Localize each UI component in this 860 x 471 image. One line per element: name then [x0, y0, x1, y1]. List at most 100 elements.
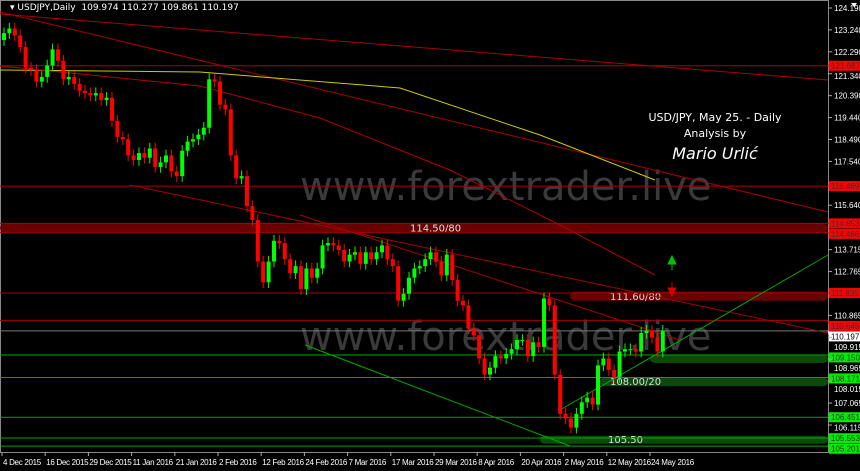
candle [180, 145, 185, 182]
candle [552, 299, 557, 381]
arrow-up-icon [667, 254, 677, 270]
price-level-tag [829, 352, 860, 363]
candle [93, 87, 98, 102]
price-level-label: 110.197 [831, 332, 860, 341]
candle [628, 343, 633, 355]
candle-body [655, 337, 660, 352]
candle-body [660, 330, 665, 352]
zone-label: 105.50 [608, 435, 643, 446]
candle-body [353, 252, 357, 255]
candle-body [606, 358, 611, 370]
x-tick-label: 2 May 2016 [565, 458, 605, 467]
candle [412, 262, 417, 284]
zone-band [570, 291, 828, 301]
candle-body [137, 153, 141, 161]
candle [185, 135, 190, 157]
price-level-label: 116.469 [831, 182, 860, 191]
candle [417, 260, 422, 275]
candle [374, 246, 379, 265]
candle-body [293, 266, 298, 274]
candle [104, 91, 109, 106]
y-tick-label: 109.915 [834, 343, 860, 352]
zone-band [540, 435, 828, 444]
candle [245, 170, 249, 212]
price-level-tag [829, 412, 860, 423]
price-level-label: 114.853 [831, 219, 860, 228]
y-tick-label: 108.015 [834, 385, 860, 394]
candle [590, 391, 595, 411]
candle-body [596, 365, 600, 405]
candle [228, 103, 233, 162]
candle-body [639, 333, 644, 352]
chart-menu-triangle-icon [851, 3, 857, 7]
candle [12, 22, 17, 42]
candle [477, 329, 482, 365]
candle-body [444, 254, 449, 276]
candle-body [29, 67, 33, 71]
candle-body [417, 266, 422, 269]
candle-body [569, 418, 573, 428]
price-level-tag [829, 443, 860, 454]
candle [515, 334, 519, 355]
watermark-text: www.forextrader.live [300, 164, 712, 210]
note-subtitle: Analysis by [683, 127, 747, 140]
candle [45, 59, 50, 83]
candle-body [363, 252, 368, 264]
candle [504, 348, 509, 365]
candle-body [374, 252, 379, 260]
candle-body [488, 367, 492, 375]
candle-body [196, 134, 201, 140]
candle-body [623, 349, 627, 352]
candle-body [250, 206, 255, 221]
candle-body [628, 349, 633, 351]
trendline [304, 344, 571, 447]
y-tick-label: 113.715 [834, 246, 860, 255]
candle-body [482, 358, 487, 375]
price-level-label: 114.466 [831, 230, 860, 239]
candle-body [331, 243, 336, 246]
candle [363, 246, 368, 270]
candle-body [153, 148, 158, 167]
candle-body [164, 155, 168, 163]
price-level-tag [829, 320, 860, 331]
candle [137, 147, 141, 166]
candle [326, 237, 330, 252]
candle [574, 408, 579, 434]
candle [401, 288, 406, 307]
y-tick-label: 106.115 [834, 424, 860, 433]
x-tick-label: 11 Jan 2016 [133, 458, 174, 467]
ohlc-readout: 109.974 110.277 109.861 110.197 [81, 3, 239, 13]
x-tick-label: 4 Dec 2015 [3, 458, 42, 467]
candle [261, 255, 266, 289]
price-level-tag [829, 181, 860, 192]
y-tick-label: 107.065 [834, 399, 860, 408]
candle-body [93, 93, 98, 96]
candle [342, 244, 347, 268]
price-level-label: 105.553 [831, 434, 860, 443]
chart-header: ▾ USDJPY,Daily 109.974 110.277 109.861 1… [10, 3, 239, 13]
candle-body [558, 374, 563, 414]
candle-body [88, 93, 93, 96]
candle-body [504, 353, 509, 359]
candle-body [104, 97, 109, 101]
zone-band [600, 377, 828, 387]
analysis-note: USD/JPY, May 25. - Daily Analysis by Mar… [640, 110, 790, 163]
candle-body [83, 90, 87, 94]
candle-body [309, 268, 314, 278]
candle-body [191, 139, 195, 142]
candle-body [255, 220, 260, 262]
candle [29, 61, 33, 76]
candle [282, 237, 287, 265]
candle [7, 22, 12, 39]
x-tick-label: 29 Dec 2015 [89, 458, 132, 467]
candle [2, 27, 6, 46]
candle [191, 133, 195, 148]
candle-body [542, 298, 546, 347]
y-tick-label: 112.765 [834, 268, 860, 277]
price-level-tag [829, 331, 860, 342]
y-tick-label: 120.390 [834, 92, 860, 101]
candle-body [466, 305, 471, 329]
candle [83, 85, 87, 99]
y-tick-label: 122.290 [834, 48, 860, 57]
